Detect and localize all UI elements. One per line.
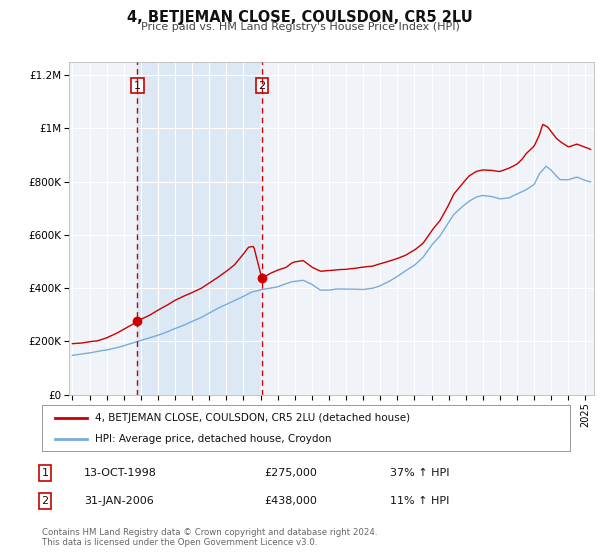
Text: 1: 1 (41, 468, 49, 478)
Text: Contains HM Land Registry data © Crown copyright and database right 2024.
This d: Contains HM Land Registry data © Crown c… (42, 528, 377, 547)
Text: 2: 2 (41, 496, 49, 506)
Text: £275,000: £275,000 (264, 468, 317, 478)
Text: 4, BETJEMAN CLOSE, COULSDON, CR5 2LU (detached house): 4, BETJEMAN CLOSE, COULSDON, CR5 2LU (de… (95, 413, 410, 423)
Text: Price paid vs. HM Land Registry's House Price Index (HPI): Price paid vs. HM Land Registry's House … (140, 22, 460, 32)
Text: 2: 2 (259, 81, 265, 91)
Text: 11% ↑ HPI: 11% ↑ HPI (390, 496, 449, 506)
Text: HPI: Average price, detached house, Croydon: HPI: Average price, detached house, Croy… (95, 434, 331, 444)
Text: 31-JAN-2006: 31-JAN-2006 (84, 496, 154, 506)
Text: £438,000: £438,000 (264, 496, 317, 506)
Bar (137, 62, 262, 395)
Text: 1: 1 (134, 81, 141, 91)
Text: 13-OCT-1998: 13-OCT-1998 (84, 468, 157, 478)
Text: 4, BETJEMAN CLOSE, COULSDON, CR5 2LU: 4, BETJEMAN CLOSE, COULSDON, CR5 2LU (127, 10, 473, 25)
Text: 37% ↑ HPI: 37% ↑ HPI (390, 468, 449, 478)
